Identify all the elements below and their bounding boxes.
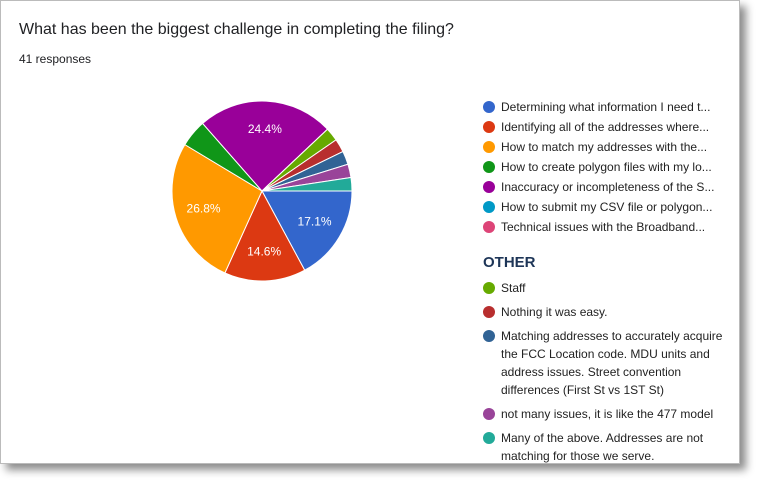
legend-swatch <box>483 306 495 318</box>
legend-label: Inaccuracy or incompleteness of the S... <box>501 180 715 194</box>
legend-label: Many of the above. Addresses are not mat… <box>501 431 704 463</box>
legend-main: Determining what information I need t...… <box>483 98 723 236</box>
legend: Determining what information I need t...… <box>483 98 723 471</box>
slice-label: 17.1% <box>298 215 332 229</box>
legend-swatch <box>483 201 495 213</box>
legend-label: Determining what information I need t... <box>501 100 711 114</box>
legend-label: How to submit my CSV file or polygon... <box>501 200 713 214</box>
pie-chart: 17.1% 14.6% 26.8% 24.4% <box>171 100 353 282</box>
pie-slice <box>261 176 353 192</box>
legend-item: Matching addresses to accurately acquire… <box>483 327 723 399</box>
legend-label: Staff <box>501 281 526 295</box>
legend-label: Identifying all of the addresses where..… <box>501 120 710 134</box>
legend-item: Determining what information I need t... <box>483 98 723 116</box>
legend-swatch <box>483 330 495 342</box>
legend-item: How to match my addresses with the... <box>483 138 723 156</box>
legend-item: How to submit my CSV file or polygon... <box>483 198 723 216</box>
legend-swatch <box>483 432 495 444</box>
slice-label: 14.6% <box>247 244 281 258</box>
slice-label: 26.8% <box>187 201 221 215</box>
legend-swatch <box>483 101 495 113</box>
legend-swatch <box>483 181 495 193</box>
pie-slice <box>261 190 353 271</box>
legend-item: How to create polygon files with my lo..… <box>483 158 723 176</box>
pie-slice <box>171 143 263 274</box>
legend-label: Matching addresses to accurately acquire… <box>501 329 723 397</box>
legend-item: Nothing it was easy. <box>483 303 723 321</box>
legend-label: Technical issues with the Broadband... <box>501 220 706 234</box>
pie-slice <box>224 189 306 282</box>
legend-item: Technical issues with the Broadband... <box>483 218 723 236</box>
legend-item: Inaccuracy or incompleteness of the S... <box>483 178 723 196</box>
legend-label: How to create polygon files with my lo..… <box>501 160 712 174</box>
legend-label: How to match my addresses with the... <box>501 140 708 154</box>
response-count: 41 responses <box>19 52 92 66</box>
legend-swatch <box>483 141 495 153</box>
pie-slice <box>201 100 329 192</box>
legend-swatch <box>483 161 495 173</box>
legend-item: Staff <box>483 279 723 297</box>
chart-title: What has been the biggest challenge in c… <box>19 21 454 38</box>
slice-label: 24.4% <box>248 122 282 136</box>
legend-swatch <box>483 121 495 133</box>
legend-item: not many issues, it is like the 477 mode… <box>483 405 723 423</box>
card: What has been the biggest challenge in c… <box>0 0 740 464</box>
legend-label: not many issues, it is like the 477 mode… <box>501 407 714 421</box>
legend-swatch <box>483 282 495 294</box>
legend-label: Nothing it was easy. <box>501 305 608 319</box>
legend-swatch <box>483 221 495 233</box>
other-heading: OTHER <box>483 254 536 271</box>
legend-item: Identifying all of the addresses where..… <box>483 118 723 136</box>
legend-item: Many of the above. Addresses are not mat… <box>483 429 723 465</box>
legend-other: Staff Nothing it was easy. Matching addres… <box>483 279 723 465</box>
legend-swatch <box>483 408 495 420</box>
